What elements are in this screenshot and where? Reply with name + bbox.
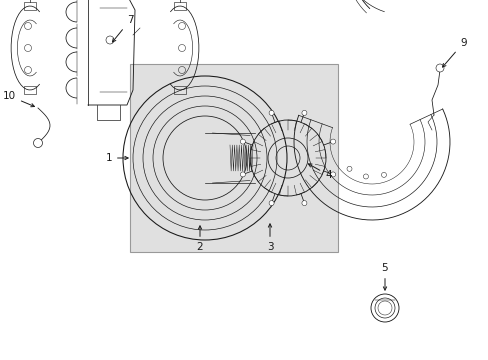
Bar [24,2,36,10]
Circle shape [268,111,273,116]
Circle shape [330,139,335,144]
Text: 6: 6 [0,359,1,360]
Bar [174,86,185,94]
Text: 2: 2 [196,226,203,252]
Circle shape [330,172,335,177]
Circle shape [34,139,42,148]
Text: 5: 5 [381,263,387,290]
Circle shape [435,64,443,72]
Circle shape [301,111,306,116]
Bar [24,86,36,94]
Circle shape [301,201,306,206]
Text: 9: 9 [442,38,466,67]
Circle shape [268,201,273,206]
Text: 10: 10 [3,91,34,107]
Text: 4: 4 [308,164,331,180]
Text: 7: 7 [112,15,133,42]
Text: 3: 3 [266,224,273,252]
Bar [130,64,337,252]
Bar [174,2,185,10]
Bar [130,64,337,252]
Circle shape [240,139,245,144]
Text: 1: 1 [105,153,128,163]
Circle shape [240,172,245,177]
